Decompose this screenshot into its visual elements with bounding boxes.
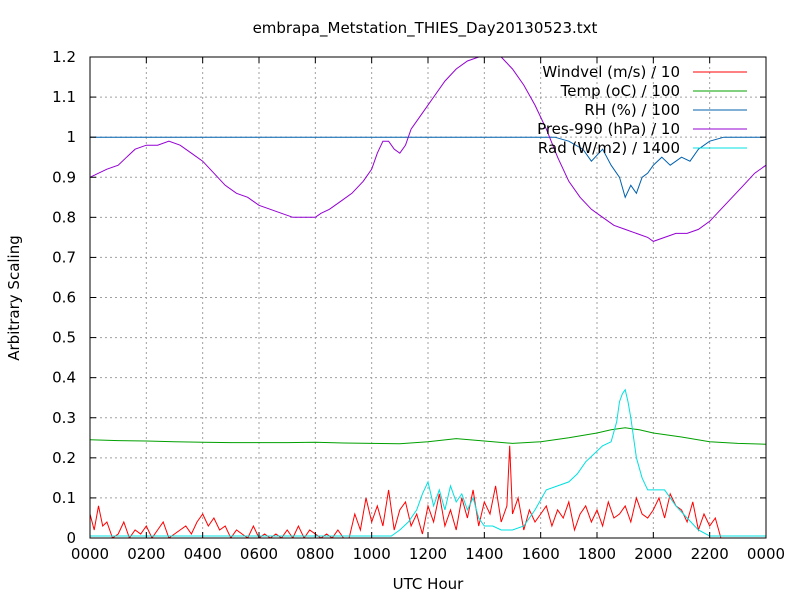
legend-entry-label: Rad (W/m2) / 1400 (538, 139, 680, 157)
y-tick-label: 0.9 (52, 168, 76, 186)
y-tick-label: 0.8 (52, 208, 76, 226)
series-line-2 (90, 427, 766, 445)
x-tick-label: 1000 (353, 545, 391, 563)
x-tick-label: 1600 (522, 545, 560, 563)
x-tick-label: 0000 (747, 545, 785, 563)
legend-entry-label: RH (%) / 100 (584, 101, 680, 119)
x-tick-label: 0400 (184, 545, 222, 563)
legend-entry-label: Temp (oC) / 100 (560, 82, 680, 100)
y-tick-label: 0.5 (52, 329, 76, 347)
series-line-4 (90, 57, 766, 242)
chart-title: embrapa_Metstation_THIES_Day20130523.txt (253, 19, 598, 38)
y-tick-label: 1.2 (52, 48, 76, 66)
x-tick-label: 2000 (634, 545, 672, 563)
x-axis-label: UTC Hour (393, 575, 464, 593)
y-tick-label: 0.6 (52, 289, 76, 307)
y-axis-label: Arbitrary Scaling (5, 235, 23, 361)
x-tick-label: 2200 (691, 545, 729, 563)
legend-entry-label: Windvel (m/s) / 10 (542, 63, 680, 81)
y-tick-label: 0.7 (52, 248, 76, 266)
x-tick-label: 0000 (71, 545, 109, 563)
x-tick-label: 0800 (296, 545, 334, 563)
y-tick-label: 1.1 (52, 88, 76, 106)
series-line-5 (90, 388, 766, 537)
y-tick-label: 0 (66, 529, 76, 547)
x-tick-label: 1200 (409, 545, 447, 563)
x-tick-label: 0600 (240, 545, 278, 563)
y-tick-label: 0.2 (52, 449, 76, 467)
y-tick-label: 1 (66, 128, 76, 146)
x-tick-label: 1800 (578, 545, 616, 563)
y-tick-label: 0.3 (52, 409, 76, 427)
plot-area (90, 57, 766, 538)
x-tick-label: 1400 (465, 545, 503, 563)
y-tick-label: 0.1 (52, 489, 76, 507)
legend-entry-label: Pres-990 (hPa) / 10 (537, 120, 680, 138)
x-tick-label: 0200 (127, 545, 165, 563)
series-line-1 (90, 445, 766, 538)
series-line-3 (90, 136, 766, 199)
y-tick-label: 0.4 (52, 369, 76, 387)
axes: 0000 0200 0400 0600 0800 1000 1200 1400 1600 1800… (52, 48, 785, 563)
